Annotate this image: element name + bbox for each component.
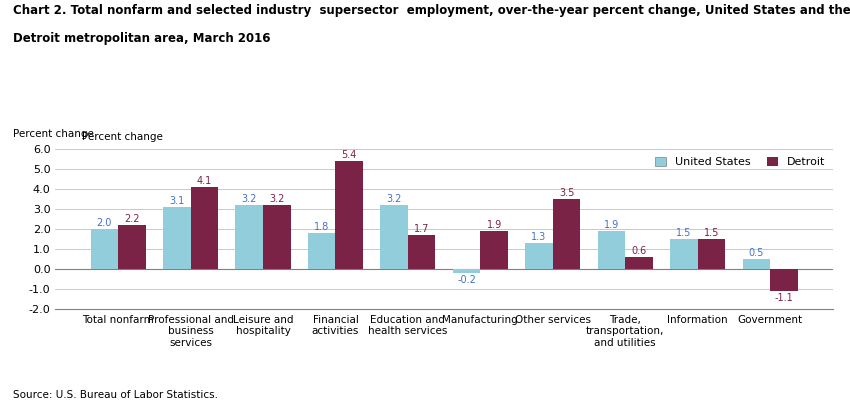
Text: 1.5: 1.5: [704, 228, 719, 238]
Bar: [380, 205, 408, 269]
Text: -0.2: -0.2: [457, 275, 476, 284]
Bar: [118, 225, 145, 269]
Text: Percent change: Percent change: [82, 133, 163, 143]
Bar: [263, 205, 291, 269]
Bar: [408, 235, 435, 269]
Text: 1.8: 1.8: [314, 222, 329, 232]
Bar: [626, 257, 653, 269]
Bar: [670, 239, 698, 269]
Text: 3.2: 3.2: [241, 194, 257, 204]
Text: 1.9: 1.9: [486, 220, 501, 230]
Text: 1.7: 1.7: [414, 224, 429, 234]
Text: 0.5: 0.5: [749, 248, 764, 258]
Bar: [91, 229, 118, 269]
Bar: [525, 243, 552, 269]
Text: 1.5: 1.5: [677, 228, 692, 238]
Bar: [598, 231, 626, 269]
Text: Source: U.S. Bureau of Labor Statistics.: Source: U.S. Bureau of Labor Statistics.: [13, 390, 218, 400]
Bar: [336, 162, 363, 269]
Text: 0.6: 0.6: [632, 246, 647, 256]
Bar: [480, 231, 507, 269]
Bar: [698, 239, 725, 269]
Text: Percent change: Percent change: [13, 129, 94, 139]
Bar: [743, 259, 770, 269]
Legend: United States, Detroit: United States, Detroit: [652, 155, 827, 170]
Bar: [190, 187, 218, 269]
Text: -1.1: -1.1: [774, 292, 793, 303]
Text: 3.5: 3.5: [558, 188, 575, 198]
Text: 3.2: 3.2: [269, 194, 285, 204]
Text: 4.1: 4.1: [196, 176, 212, 186]
Bar: [453, 269, 480, 273]
Text: 3.2: 3.2: [387, 194, 402, 204]
Bar: [552, 199, 581, 269]
Text: 1.9: 1.9: [604, 220, 619, 230]
Text: 1.3: 1.3: [531, 232, 547, 242]
Bar: [770, 269, 797, 291]
Text: 5.4: 5.4: [342, 150, 357, 160]
Text: 2.0: 2.0: [97, 218, 112, 228]
Bar: [163, 207, 190, 269]
Text: 2.2: 2.2: [124, 214, 139, 224]
Text: 3.1: 3.1: [169, 196, 184, 206]
Text: Chart 2. Total nonfarm and selected industry  supersector  employment, over-the-: Chart 2. Total nonfarm and selected indu…: [13, 4, 850, 17]
Text: Detroit metropolitan area, March 2016: Detroit metropolitan area, March 2016: [13, 32, 270, 45]
Bar: [235, 205, 263, 269]
Bar: [308, 233, 336, 269]
